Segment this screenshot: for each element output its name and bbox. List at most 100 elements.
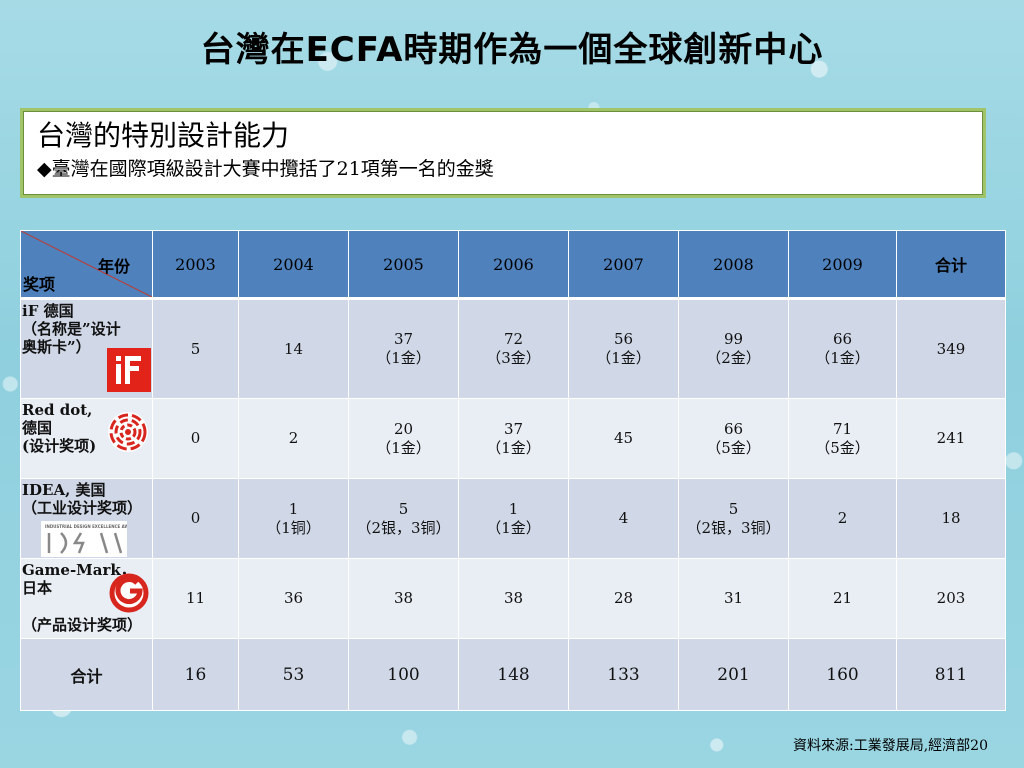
award-count: 56 [613, 330, 634, 348]
table-row: iF 德国 （名称是”设计 奥斯卡”） 5 14 37 （1金） 72 （3金） 56 （1金）… [20, 298, 1006, 399]
award-count: 37 [393, 330, 414, 348]
award-count: 36 [283, 589, 304, 607]
total-value: 148 [458, 638, 569, 711]
award-count: 5 [398, 499, 409, 518]
award-count: 203 [936, 589, 966, 607]
award-name-cell: Game-Mark， 日本 （产品设计奖项） [20, 558, 153, 639]
total-value: 53 [238, 638, 349, 711]
award-count: 66 [723, 419, 744, 438]
award-count: 1 [508, 499, 519, 518]
award-name: Red dot, 德国 (设计奖项) [22, 401, 97, 455]
if-logo [107, 348, 151, 396]
design-capability-box: 台灣的特別設計能力 ◆臺灣在國際項級設計大賽中攬括了21項第一名的金獎 [20, 108, 986, 198]
award-count: 72 [503, 330, 524, 348]
award-count: 71 [832, 419, 853, 438]
medal-detail: （1金） [376, 349, 431, 367]
award-name: Game-Mark， 日本 [22, 561, 136, 597]
corner-year-label: 年份 [97, 257, 130, 276]
red-dot-logo [107, 411, 149, 457]
table-row: IDEA, 美国 （工业设计奖项） INDUSTRIAL DESIGN EXCEL… [20, 478, 1006, 559]
award-name-cell: iF 德国 （名称是”设计 奥斯卡”） [20, 298, 153, 399]
medal-detail: （5金） [706, 438, 761, 457]
medal-detail: （1金） [486, 438, 541, 457]
medal-detail: （1金） [596, 349, 651, 367]
value-cell: 72 （3金） [458, 298, 569, 399]
col-header: 2007 [568, 230, 679, 300]
award-name: IDEA, 美国 （工业设计奖项） [22, 481, 143, 517]
award-count: 21 [832, 589, 853, 607]
slide-title: 台灣在ECFA時期作為一個全球創新中心 [200, 30, 824, 70]
award-name-cell: Red dot, 德国 (设计奖项) [20, 398, 153, 479]
award-count: 0 [190, 429, 201, 447]
value-cell: 66 （1金） [788, 298, 897, 399]
total-row: 合计 16 53 100 148 133 201 160 811 [20, 638, 1006, 711]
col-header: 2008 [678, 230, 789, 300]
award-count: 66 [832, 330, 853, 348]
value-cell: 2 [238, 398, 349, 479]
col-header: 2006 [458, 230, 569, 300]
value-cell: 36 [238, 558, 349, 639]
diagonal-line [21, 231, 152, 297]
award-count: 5 [728, 499, 739, 518]
award-count: 99 [723, 330, 744, 348]
value-cell: 2 [788, 478, 897, 559]
value-cell: 45 [568, 398, 679, 479]
value-cell: 99 （2金） [678, 298, 789, 399]
value-cell: 5 （2银，3铜） [348, 478, 459, 559]
total-value: 811 [896, 638, 1006, 711]
value-cell: 11 [152, 558, 239, 639]
value-cell: 5 [152, 298, 239, 399]
corner-cell: 年份 奖项 [20, 230, 153, 300]
award-category: （产品设计奖项） [22, 616, 143, 634]
value-cell: 21 [788, 558, 897, 639]
award-count: 241 [936, 429, 966, 447]
award-count: 4 [618, 509, 629, 527]
total-value: 133 [568, 638, 679, 711]
medal-detail: （1铜） [266, 518, 321, 537]
value-cell: 4 [568, 478, 679, 559]
col-header: 2003 [152, 230, 239, 300]
total-value: 100 [348, 638, 459, 711]
value-cell: 241 [896, 398, 1006, 479]
col-header: 2004 [238, 230, 349, 300]
box-bullet: ◆臺灣在國際項級設計大賽中攬括了21項第一名的金獎 [37, 158, 494, 180]
svg-text:INDUSTRIAL DESIGN EXCELLENCE A: INDUSTRIAL DESIGN EXCELLENCE AWARDS [45, 524, 127, 529]
value-cell: 0 [152, 398, 239, 479]
col-header: 2005 [348, 230, 459, 300]
value-cell: 37 （1金） [348, 298, 459, 399]
table-row: Game-Mark， 日本 （产品设计奖项） 11 36 38 38 28 31 21 203 [20, 558, 1006, 639]
value-cell: 14 [238, 298, 349, 399]
award-name-cell: IDEA, 美国 （工业设计奖项） INDUSTRIAL DESIGN EXCEL… [20, 478, 153, 559]
medal-detail: （2银，3铜） [686, 518, 781, 537]
value-cell: 18 [896, 478, 1006, 559]
value-cell: 203 [896, 558, 1006, 639]
total-value: 201 [678, 638, 789, 711]
col-header: 合计 [896, 230, 1006, 300]
medal-detail: （2银，3铜） [356, 518, 451, 537]
award-count: 14 [283, 339, 304, 358]
award-count: 1 [288, 499, 299, 518]
source-footer: 資料來源:工業發展局,經濟部20 [793, 738, 988, 754]
award-count: 20 [393, 419, 414, 438]
award-count: 18 [941, 509, 961, 527]
value-cell: 31 [678, 558, 789, 639]
medal-detail: （1金） [486, 518, 541, 537]
total-value: 16 [152, 638, 239, 711]
value-cell: 28 [568, 558, 679, 639]
award-count: 0 [190, 509, 201, 527]
header-row: 年份 奖项 2003 2004 2005 2006 2007 2008 2009… [20, 230, 1006, 300]
award-count: 5 [190, 339, 201, 358]
value-cell: 0 [152, 478, 239, 559]
value-cell: 38 [458, 558, 569, 639]
award-count: 37 [503, 419, 524, 438]
value-cell: 66 （5金） [678, 398, 789, 479]
corner-award-label: 奖项 [23, 275, 56, 294]
box-heading: 台灣的特別設計能力 [37, 119, 290, 152]
medal-detail: （3金） [486, 349, 541, 367]
medal-detail: （5金） [815, 438, 870, 457]
award-name: iF 德国 （名称是”设计 奥斯卡”） [22, 302, 121, 356]
total-label: 合计 [20, 638, 153, 711]
award-count: 11 [185, 589, 206, 607]
award-count: 45 [613, 429, 634, 447]
award-count: 2 [288, 429, 299, 447]
